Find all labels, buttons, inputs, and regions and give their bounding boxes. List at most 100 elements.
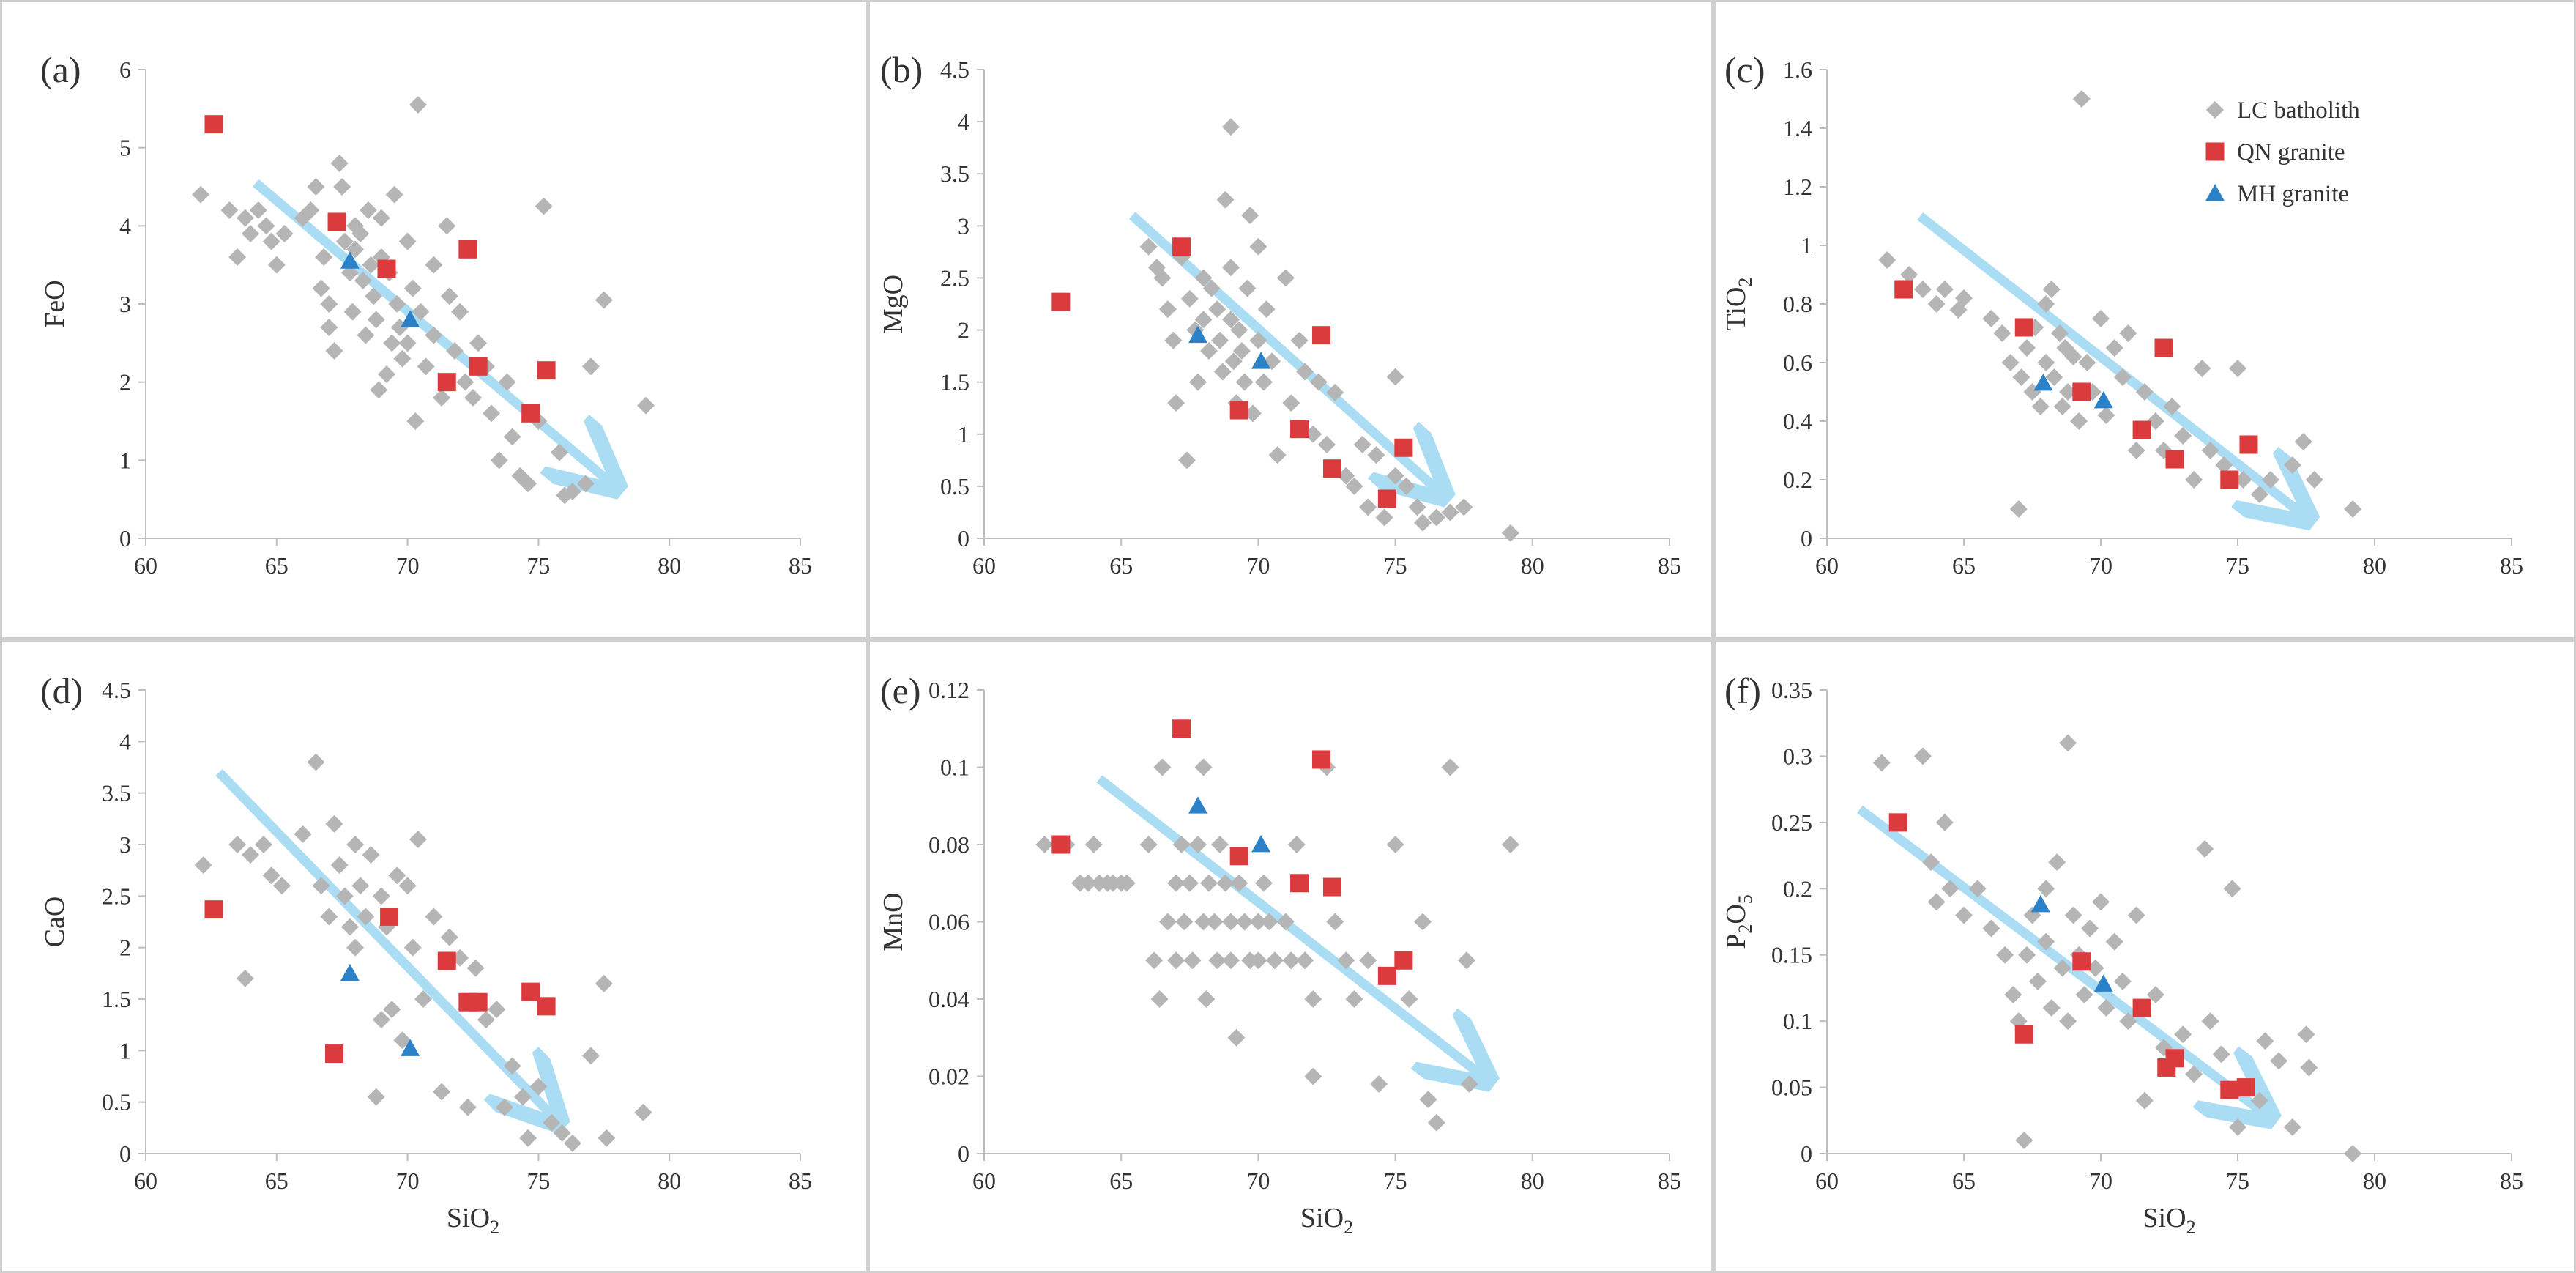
mh-granite-point	[2033, 374, 2053, 391]
lc-batholith-point	[581, 357, 600, 376]
x-axis-title: SiO2	[1300, 1203, 1353, 1238]
lc-batholith-point	[1345, 477, 1363, 495]
x-tick-label: 75	[2226, 1168, 2249, 1194]
lc-batholith-point	[302, 201, 320, 219]
lc-batholith-point	[365, 287, 383, 305]
x-tick-label: 65	[265, 552, 289, 579]
panel-e-points	[1035, 719, 1519, 1132]
lc-batholith-point	[1230, 321, 1248, 339]
lc-batholith-point	[2212, 1045, 2230, 1064]
lc-batholith-point	[466, 959, 485, 977]
qn-granite-point	[2220, 1080, 2239, 1099]
lc-batholith-point	[1935, 813, 1954, 831]
lc-batholith-point	[2072, 90, 2091, 108]
qn-granite-point	[2220, 470, 2239, 489]
lc-batholith-point	[1232, 342, 1251, 360]
qn-granite-point	[469, 357, 488, 376]
panel-d: 0 0.5 1 1.5 2 2.5 3 3.5 4 4.5 60 65 70 75 80 85 (d) CaO Si…	[0, 639, 868, 1273]
y-tick-label: 0.5	[102, 1089, 131, 1116]
lc-batholith-point	[307, 178, 325, 196]
lc-batholith-point	[1197, 990, 1216, 1008]
lc-batholith-point	[1216, 190, 1235, 209]
lc-batholith-point	[1235, 373, 1254, 391]
lc-batholith-point	[1249, 237, 1267, 256]
lc-batholith-point	[2031, 398, 2050, 415]
lc-batholith-point	[1927, 893, 1946, 911]
lc-batholith-point	[483, 404, 501, 423]
lc-batholith-point	[1227, 1028, 1246, 1047]
lc-batholith-point	[398, 334, 417, 352]
x-axis-title-main: SiO	[2143, 1203, 2186, 1233]
qn-granite-point	[1322, 877, 1341, 897]
qn-granite-point	[380, 907, 399, 926]
lc-batholith-point	[1414, 513, 1432, 532]
lc-batholith-point	[2294, 433, 2312, 450]
y-tick-label: 0.6	[1783, 349, 1812, 376]
lc-batholith-point	[403, 279, 422, 297]
lc-batholith-point	[1268, 446, 1287, 464]
lc-batholith-point	[2300, 1058, 2318, 1077]
lc-batholith-point	[2009, 500, 2028, 518]
lc-batholith-point	[312, 877, 330, 895]
lc-batholith-point	[1386, 368, 1404, 386]
lc-batholith-point	[1337, 467, 1355, 485]
y-tick-label: 2	[119, 935, 131, 961]
lc-batholith-point	[1260, 913, 1278, 931]
x-tick-label: 85	[789, 552, 812, 579]
lc-batholith-point	[2059, 383, 2077, 401]
lc-batholith-point	[194, 856, 212, 875]
y-tick-label: 0.02	[928, 1064, 969, 1090]
x-tick-label: 60	[972, 552, 996, 579]
panel-b: 0 0.5 1 1.5 2 2.5 3 3.5 4 4.5 60 65 70 75 80 85 (b) MgO	[868, 0, 1713, 639]
mh-granite-point	[2093, 974, 2113, 992]
lc-batholith-point	[2250, 1091, 2268, 1110]
lc-batholith-point	[2215, 456, 2233, 474]
lc-batholith-point	[1326, 383, 1344, 401]
qn-granite-point	[1322, 459, 1341, 478]
x-tick-label: 70	[396, 1168, 420, 1194]
lc-batholith-point	[469, 334, 488, 352]
lc-batholith-point	[1913, 747, 1932, 765]
lc-batholith-point	[330, 856, 349, 875]
lc-batholith-point	[2015, 1131, 2033, 1149]
lc-batholith-point	[262, 866, 280, 885]
mh-granite-point	[340, 963, 360, 981]
lc-batholith-point	[438, 217, 456, 235]
y-axis-title: MgO	[878, 275, 909, 333]
lc-batholith-point	[535, 197, 553, 215]
lc-batholith-point	[1359, 498, 1377, 516]
lc-batholith-point	[1441, 758, 1459, 776]
lc-batholith-point	[1221, 913, 1240, 931]
legend-item-mh: MH granite	[2205, 181, 2349, 207]
lc-batholith-point	[1200, 874, 1218, 892]
y-tick-label: 0	[958, 525, 969, 552]
lc-batholith-point	[563, 483, 581, 500]
lc-batholith-point	[2234, 471, 2252, 489]
x-tick-label: 70	[2089, 552, 2112, 579]
lc-batholith-point	[346, 836, 365, 853]
y-tick-label: 0	[1801, 525, 1812, 552]
lc-batholith-point	[2097, 999, 2115, 1017]
lc-batholith-point	[1194, 758, 1213, 776]
lc-batholith-point	[1183, 951, 1202, 970]
lc-batholith-point	[2283, 1118, 2301, 1136]
lc-batholith-point	[1935, 281, 1954, 298]
lc-batholith-point	[367, 311, 385, 329]
lc-batholith-point	[1194, 311, 1213, 329]
lc-batholith-point	[440, 928, 458, 946]
lc-batholith-point	[242, 846, 260, 864]
lc-batholith-point	[330, 155, 349, 172]
lc-batholith-point	[1208, 951, 1226, 970]
x-axis-title-subscript: 2	[2186, 1217, 2196, 1238]
y-axis-title-tail-subscript: 5	[1735, 894, 1756, 904]
x-tick-label: 65	[1952, 552, 1976, 579]
x-tick-label: 75	[1384, 552, 1407, 579]
y-tick-label: 0.12	[928, 677, 969, 703]
lc-batholith-point	[1117, 874, 1136, 892]
qn-granite-point	[2165, 450, 2184, 469]
y-tick-label: 3	[119, 831, 131, 858]
x-tick-label: 60	[972, 1168, 996, 1194]
lc-batholith-point	[228, 248, 247, 266]
lc-batholith-point	[2127, 442, 2145, 459]
lc-batholith-point	[1189, 836, 1207, 853]
